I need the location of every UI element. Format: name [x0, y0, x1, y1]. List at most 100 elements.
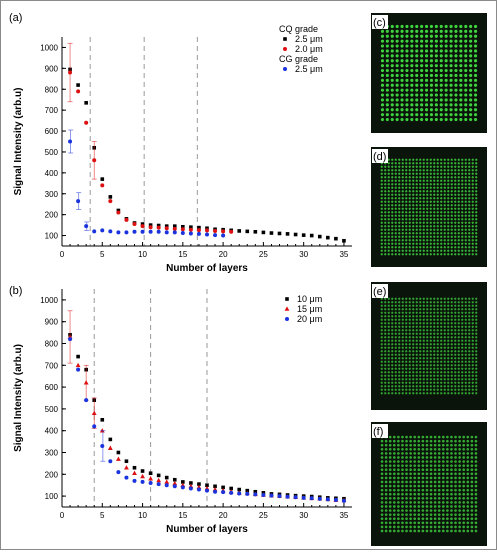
data-point — [333, 498, 338, 503]
data-point — [92, 158, 97, 163]
data-point — [83, 380, 89, 385]
data-point — [76, 199, 81, 204]
data-point — [107, 445, 113, 450]
data-point — [341, 498, 346, 503]
data-point — [91, 410, 97, 416]
legend-marker — [283, 37, 287, 41]
data-point — [285, 494, 290, 499]
y-tick-label: 800 — [45, 340, 59, 349]
data-point — [164, 479, 170, 484]
x-tick-label: 5 — [100, 511, 105, 520]
data-point — [196, 231, 201, 236]
data-point — [99, 428, 105, 433]
microscope-image: (d) — [371, 147, 487, 267]
y-axis-title: Signal Intensity (arb.u) — [13, 88, 24, 196]
data-point — [156, 477, 162, 483]
data-point — [245, 488, 250, 493]
data-point — [181, 224, 185, 229]
data-point — [213, 484, 217, 489]
data-point — [108, 229, 113, 234]
data-point — [84, 398, 89, 403]
data-point — [148, 229, 153, 234]
data-point — [188, 486, 193, 491]
y-tick-label: 300 — [45, 449, 59, 458]
data-point — [100, 418, 105, 422]
x-tick-label: 30 — [299, 511, 308, 520]
x-tick-label: 20 — [219, 250, 228, 259]
data-point — [229, 486, 233, 491]
data-point — [245, 491, 250, 496]
data-point — [301, 233, 306, 237]
data-point — [108, 199, 113, 204]
legend-header: CG grade — [279, 54, 318, 64]
data-point — [334, 236, 338, 241]
data-point — [269, 493, 274, 498]
legend-marker — [284, 306, 290, 311]
legend-marker — [285, 317, 289, 321]
data-point — [148, 481, 153, 486]
data-point — [285, 232, 290, 236]
data-point — [261, 230, 266, 235]
data-point — [115, 456, 121, 461]
panel-label: (b) — [9, 285, 22, 297]
data-point — [76, 354, 80, 359]
data-point — [253, 489, 258, 494]
panel-label: (a) — [9, 12, 22, 24]
data-point — [196, 228, 201, 233]
data-point — [108, 195, 113, 199]
x-tick-label: 25 — [259, 511, 268, 520]
data-point — [180, 231, 185, 236]
data-point — [205, 226, 209, 231]
data-point — [156, 229, 161, 234]
image-background — [371, 422, 487, 546]
data-point — [140, 229, 145, 234]
y-tick-label: 800 — [45, 85, 59, 94]
data-point — [164, 224, 169, 228]
series-0 — [68, 67, 346, 243]
image-label-bg — [372, 15, 388, 29]
data-point — [116, 230, 121, 235]
image-label: (d) — [373, 151, 386, 163]
data-point — [132, 465, 137, 470]
data-point — [253, 229, 258, 234]
microscope-image: (c) — [371, 13, 487, 133]
data-point — [205, 488, 209, 493]
legend-marker — [283, 47, 287, 51]
data-point — [92, 424, 97, 429]
image-label: (c) — [373, 17, 386, 29]
data-point — [84, 120, 89, 125]
data-point — [229, 229, 234, 234]
data-point — [148, 476, 154, 481]
y-tick-label: 900 — [45, 318, 59, 327]
series-1 — [67, 42, 234, 234]
data-point — [172, 226, 177, 231]
x-tick-label: 15 — [178, 250, 187, 259]
image-label-bg — [372, 149, 388, 163]
data-point — [84, 224, 89, 229]
y-tick-label: 400 — [45, 427, 59, 436]
data-point — [164, 230, 169, 235]
data-point — [277, 231, 282, 236]
data-point — [100, 177, 105, 181]
data-point — [148, 225, 153, 230]
x-tick-label: 0 — [60, 511, 65, 520]
x-tick-label: 5 — [100, 250, 105, 259]
data-point — [116, 208, 121, 213]
y-tick-label: 400 — [45, 169, 59, 178]
data-point — [261, 493, 266, 498]
data-point — [221, 233, 226, 238]
y-tick-label: 300 — [45, 190, 59, 199]
data-point — [156, 223, 161, 228]
data-point — [325, 497, 330, 502]
image-label-bg — [372, 424, 388, 438]
data-point — [172, 477, 177, 482]
data-point — [76, 367, 81, 372]
data-point — [100, 228, 105, 233]
y-tick-label: 900 — [45, 64, 59, 73]
data-point — [309, 496, 314, 501]
spot-array — [380, 435, 478, 533]
data-point — [108, 437, 113, 442]
y-tick-label: 600 — [45, 383, 59, 392]
x-tick-label: 10 — [138, 511, 147, 520]
